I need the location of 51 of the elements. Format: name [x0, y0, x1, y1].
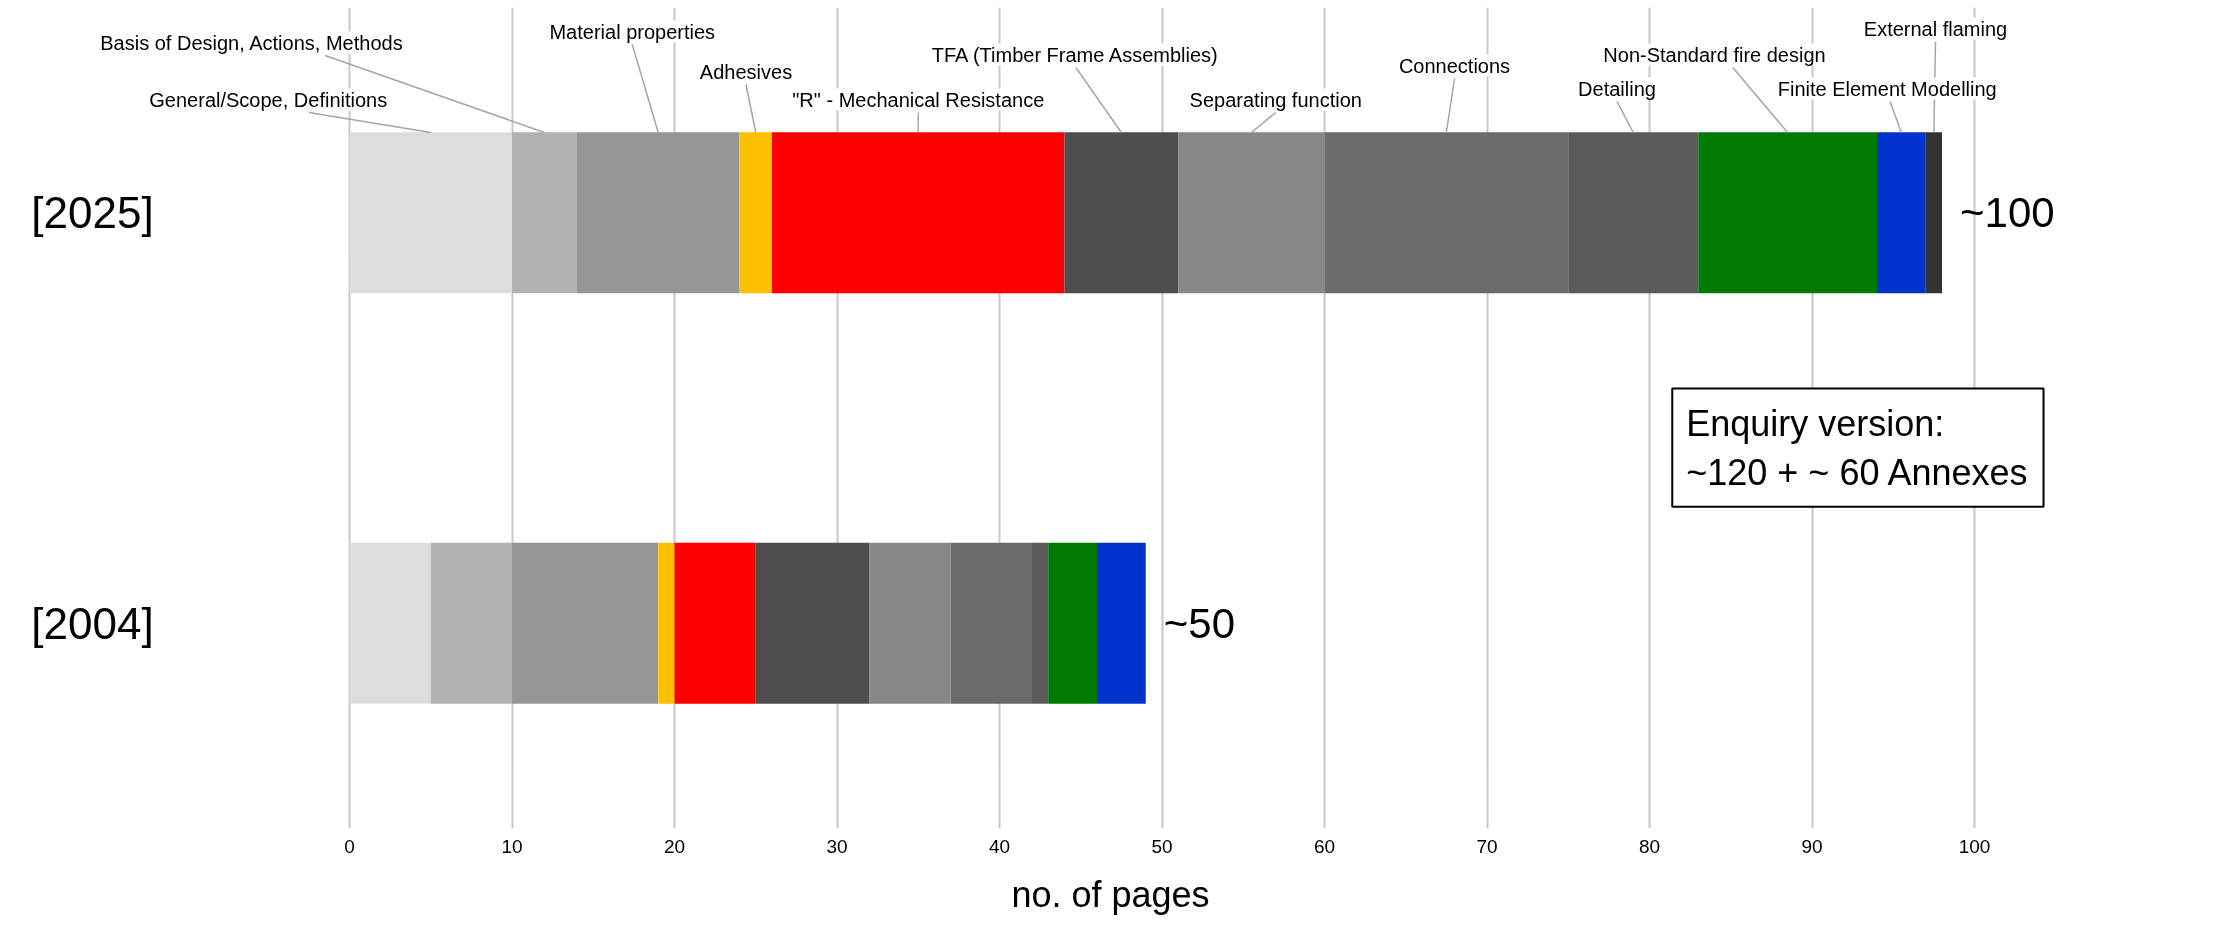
text: Connections — [1398, 54, 1511, 77]
bar — [658, 542, 675, 704]
bar — [349, 132, 512, 294]
total-label: ~100 — [1960, 189, 2055, 237]
x-tick-label: 40 — [988, 835, 1011, 857]
x-tick-label: 10 — [501, 835, 523, 857]
x-tick-label: 0 — [344, 835, 355, 857]
bar — [512, 542, 659, 704]
bar — [1048, 542, 1097, 704]
annotation: Enquiry version: ~120 + ~ 60 Annexes — [1686, 402, 2028, 493]
bar — [739, 132, 772, 294]
text: Material properties — [549, 20, 716, 43]
text: Finite Element Modelling — [1777, 77, 1997, 100]
x-tick-label: 70 — [1476, 835, 1498, 857]
series-label: Separating function — [1189, 88, 1362, 111]
text: Non-Standard fire design — [1603, 43, 1826, 66]
text: External flaming — [1863, 17, 2008, 40]
y-tick-label: [2025] — [31, 188, 154, 238]
bar — [869, 542, 951, 704]
text: Adhesives — [699, 60, 793, 83]
bar — [1698, 132, 1877, 294]
series-label: "R" - Mechanical Resistance — [792, 88, 1045, 111]
x-tick-label: 90 — [1801, 835, 1823, 857]
series-label: General/Scope, Definitions — [149, 88, 388, 111]
x-tick-label: 30 — [826, 835, 848, 857]
bar — [674, 542, 756, 704]
x-axis-title: no. of pages — [1011, 873, 1210, 915]
bar — [1032, 542, 1049, 704]
bar — [1324, 132, 1569, 294]
bar — [755, 542, 870, 704]
bar — [1097, 542, 1146, 704]
bar — [577, 132, 740, 294]
x-tick-label: 20 — [663, 835, 686, 857]
x-tick-label: 50 — [1151, 835, 1173, 857]
x-tick-label: 60 — [1313, 835, 1336, 857]
x-tick-label: 100 — [1958, 835, 1991, 857]
series-label: Detailing — [1578, 77, 1656, 100]
bar — [772, 132, 1065, 294]
total-label: ~50 — [1163, 599, 1235, 647]
text: Basis of Design, Actions, Methods — [100, 31, 403, 54]
bar — [1178, 132, 1325, 294]
bar — [950, 542, 1032, 704]
bar — [1877, 132, 1926, 294]
y-tick-label: [2004] — [31, 598, 154, 648]
bar — [349, 542, 431, 704]
bar — [1064, 132, 1179, 294]
x-tick-label: 80 — [1638, 835, 1661, 857]
bar — [1568, 132, 1699, 294]
bar — [430, 542, 512, 704]
text: TFA (Timber Frame Assemblies) — [931, 43, 1218, 66]
bar — [1925, 132, 1942, 294]
